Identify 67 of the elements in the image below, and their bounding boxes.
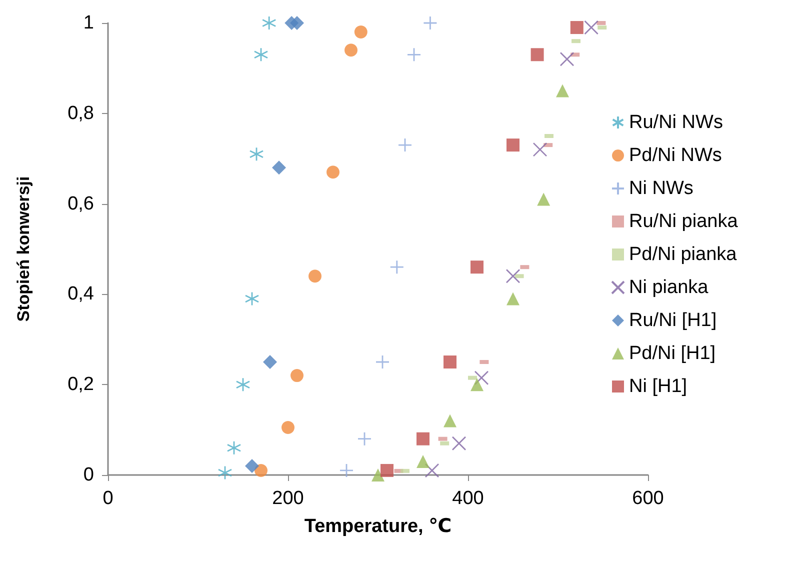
x-axis-title: Temperature, ℃ — [304, 516, 452, 537]
point — [375, 354, 390, 370]
point — [416, 432, 430, 446]
point — [326, 166, 340, 179]
point — [290, 369, 304, 382]
y-tick-label: 0,6 — [68, 193, 94, 214]
point — [236, 377, 250, 392]
point — [556, 84, 569, 98]
point — [584, 20, 598, 35]
legend-label: Ni pianka — [629, 277, 709, 298]
legend-label: Ru/Ni [H1] — [629, 310, 717, 331]
legend-label: Pd/Ni pianka — [629, 244, 738, 265]
point — [444, 414, 456, 428]
point — [254, 47, 268, 62]
point — [452, 436, 466, 451]
point — [282, 421, 294, 434]
legend-label: Pd/Ni [H1] — [629, 343, 716, 364]
point — [380, 464, 394, 477]
point — [390, 260, 404, 274]
x-tick-label: 200 — [272, 488, 304, 509]
point — [444, 356, 456, 368]
point — [506, 138, 520, 152]
point — [470, 378, 484, 392]
point — [424, 463, 440, 478]
point — [339, 463, 354, 478]
point — [372, 468, 384, 482]
y-tick-label: 0,2 — [68, 374, 94, 396]
point — [560, 52, 574, 66]
point — [470, 260, 484, 274]
point — [245, 458, 259, 473]
y-tick-label: 1 — [83, 12, 94, 34]
point — [537, 192, 550, 206]
point — [344, 44, 358, 57]
point — [262, 16, 276, 30]
point — [218, 466, 232, 480]
point — [354, 26, 368, 39]
legend-label: Ru/Ni pianka — [629, 211, 738, 232]
point — [506, 292, 520, 306]
point — [423, 16, 438, 30]
point — [290, 16, 304, 30]
point — [474, 370, 489, 386]
point — [308, 270, 322, 283]
y-axis-title: Stopień konwersji — [14, 176, 33, 322]
point — [398, 138, 412, 152]
point — [272, 160, 286, 175]
point — [254, 464, 268, 477]
y-tick-label: 0,8 — [68, 102, 94, 124]
legend-label: Ru/Ni NWs — [629, 112, 723, 133]
point — [570, 21, 584, 34]
y-tick-label: 0 — [83, 464, 94, 486]
x-tick-label: 0 — [102, 488, 114, 509]
point — [530, 48, 544, 62]
point — [406, 47, 422, 62]
legend-label: Pd/Ni NWs — [629, 145, 722, 166]
point — [263, 355, 277, 369]
x-tick-label: 400 — [452, 488, 484, 509]
point — [506, 268, 520, 284]
point — [357, 432, 372, 446]
legend-label: Ni [H1] — [629, 376, 688, 397]
point — [249, 146, 264, 162]
x-tick-label: 600 — [632, 488, 664, 509]
point — [416, 454, 430, 468]
point — [244, 292, 260, 306]
point — [226, 440, 242, 456]
point — [532, 142, 548, 157]
legend-label: Ni NWs — [629, 178, 694, 199]
y-tick-label: 0,4 — [68, 284, 94, 305]
